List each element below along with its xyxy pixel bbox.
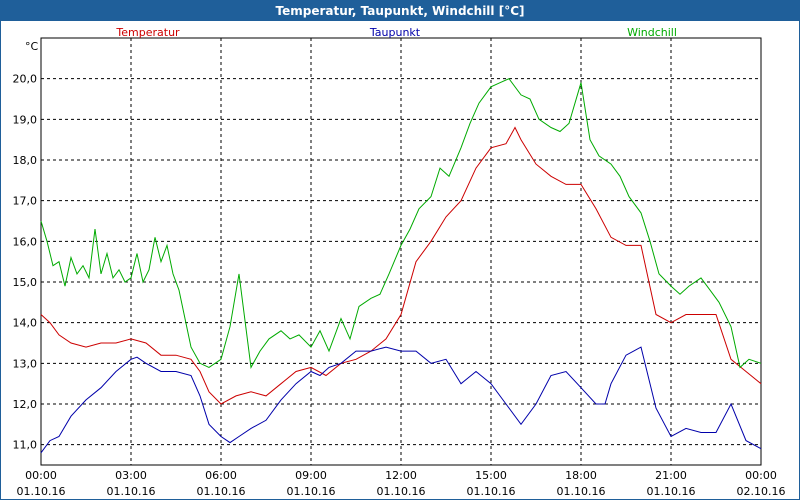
series-line-taupunkt	[40, 346, 762, 454]
x-tick-time: 21:00	[655, 469, 687, 482]
y-tick-label: 17,0	[13, 195, 38, 208]
axes	[40, 37, 762, 466]
y-tick-label: 19,0	[13, 113, 38, 126]
x-tick-date: 01.10.16	[287, 485, 336, 498]
y-tick-label: 13,0	[13, 357, 38, 370]
x-tick-date: 01.10.16	[377, 485, 426, 498]
x-tick-time: 09:00	[295, 469, 327, 482]
y-tick-label: 18,0	[13, 154, 38, 167]
series-line-windchill	[40, 78, 762, 369]
x-tick-time: 18:00	[565, 469, 597, 482]
legend-entry-taupunkt: Taupunkt	[369, 26, 421, 39]
x-tick-date: 01.10.16	[557, 485, 606, 498]
x-tick-time: 00:00	[745, 469, 777, 482]
y-tick-labels: 11,0 12,0 13,0 14,0 15,0 16,0 17,0 18,0 19,0 20,0	[13, 73, 38, 452]
y-tick-label: 15,0	[13, 276, 38, 289]
legend: Temperatur Taupunkt Windchill	[115, 26, 677, 39]
x-tick-date: 01.10.16	[17, 485, 66, 498]
y-tick-label: 12,0	[13, 398, 38, 411]
series-line-temperatur	[40, 126, 762, 405]
x-tick-date: 01.10.16	[197, 485, 246, 498]
x-tick-time: 15:00	[475, 469, 507, 482]
legend-entry-windchill: Windchill	[627, 26, 677, 39]
x-tick-time: 03:00	[115, 469, 147, 482]
series-lines	[40, 78, 762, 454]
y-tick-label: 14,0	[13, 317, 38, 330]
chart-canvas: 11,0 12,0 13,0 14,0 15,0 16,0 17,0 18,0 19,0 20,0…	[13, 26, 786, 498]
x-tick-date: 01.10.16	[647, 485, 696, 498]
y-axis-unit-label: °C	[25, 40, 39, 53]
x-tick-date: 01.10.16	[107, 485, 156, 498]
y-tick-label: 20,0	[13, 73, 38, 86]
x-tick-labels: 00:00 01.10.16 03:00 01.10.16 06:00 01.10.16 0…	[17, 469, 786, 498]
y-tick-label: 16,0	[13, 235, 38, 248]
x-tick-date: 01.10.16	[467, 485, 516, 498]
x-tick-date: 02.10.16	[737, 485, 786, 498]
y-tick-label: 11,0	[13, 439, 38, 452]
plot-frame	[40, 37, 762, 466]
grid-lines	[41, 38, 761, 465]
legend-entry-temperatur: Temperatur	[115, 26, 180, 39]
x-tick-time: 06:00	[205, 469, 237, 482]
x-tick-time: 00:00	[25, 469, 57, 482]
chart-title: Temperatur, Taupunkt, Windchill [°C]	[1, 1, 799, 21]
x-tick-time: 12:00	[385, 469, 417, 482]
